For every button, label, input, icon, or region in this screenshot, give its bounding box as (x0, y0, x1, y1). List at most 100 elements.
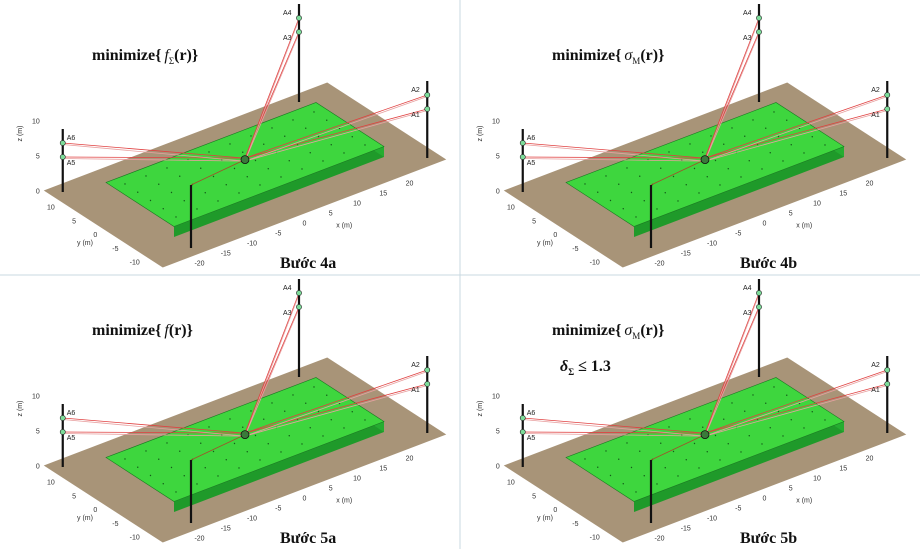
slab-dot (744, 136, 745, 137)
objective-part: (r)} (640, 322, 664, 339)
slab-dot (242, 152, 243, 153)
slab-dot (765, 128, 766, 129)
slab-dot (150, 200, 151, 201)
slab-dot (749, 435, 750, 436)
anchor-label: A3 (743, 310, 752, 317)
slab-dot (644, 200, 645, 201)
slab-dot (812, 136, 813, 137)
x-tick-label: -20 (194, 536, 204, 543)
objective-part: minimize{ (92, 47, 161, 64)
y-tick-label: 5 (532, 218, 536, 225)
z-tick-label: 0 (36, 464, 40, 471)
slab-dot (364, 144, 365, 145)
y-tick-label: 0 (93, 232, 97, 239)
slab-dot (234, 443, 235, 444)
x-tick-label: 20 (406, 181, 414, 188)
constraint: δΣ≤ 1.3 (560, 358, 611, 377)
slab-dot (631, 467, 632, 468)
x-tick-label: -5 (735, 506, 741, 513)
anchor-label: A3 (283, 310, 292, 317)
anchor-label: A2 (411, 362, 420, 369)
object (701, 156, 709, 164)
z-tick-label: 10 (32, 119, 40, 126)
slab-dot (255, 160, 256, 161)
slab-dot (702, 152, 703, 153)
y-tick-label: 5 (532, 493, 536, 500)
y-tick-label: 0 (553, 507, 557, 514)
y-tick-label: -10 (590, 535, 600, 542)
x-tick-label: 5 (329, 486, 333, 493)
z-tick-label: 0 (496, 189, 500, 196)
anchor-label: A6 (67, 135, 76, 142)
slab-dot (171, 467, 172, 468)
z-tick-label: 10 (492, 119, 500, 126)
slab-dot (698, 192, 699, 193)
x-tick-label: 5 (329, 211, 333, 218)
anchor (520, 429, 525, 434)
slab-dot (163, 208, 164, 209)
z-tick-label: 10 (32, 394, 40, 401)
slab-dot (137, 467, 138, 468)
anchor (756, 290, 761, 295)
x-tick-label: 0 (763, 221, 767, 228)
slab-dot (752, 119, 753, 120)
y-axis-label: y (m) (77, 515, 93, 522)
x-tick-label: 0 (303, 221, 307, 228)
slab-dot (280, 451, 281, 452)
z-tick-label: 0 (36, 189, 40, 196)
slab-dot (761, 443, 762, 444)
slab-dot (635, 216, 636, 217)
slab-dot (343, 152, 344, 153)
slab-dot (305, 128, 306, 129)
slab-dot (271, 402, 272, 403)
slab-dot (773, 386, 774, 387)
slab-dot (639, 176, 640, 177)
slab-dot (310, 152, 311, 153)
slab-dot (213, 176, 214, 177)
object (701, 431, 709, 439)
slab-dot (694, 443, 695, 444)
x-axis-label: x (m) (796, 222, 812, 229)
objective-part: (r)} (174, 47, 198, 64)
anchor-label: A6 (67, 410, 76, 417)
y-tick-label: 0 (553, 232, 557, 239)
slab-dot (175, 216, 176, 217)
slab-dot (623, 483, 624, 484)
y-tick-label: 10 (47, 205, 55, 212)
slab-dot (626, 442, 627, 443)
slab-dot (618, 459, 619, 460)
anchor (60, 140, 65, 145)
slab-dot (715, 435, 716, 436)
y-tick-label: -10 (590, 260, 600, 267)
slab-dot (694, 168, 695, 169)
x-tick-label: -10 (707, 516, 717, 523)
anchor-label: A6 (527, 135, 536, 142)
slab-dot (364, 419, 365, 420)
slab-dot (740, 176, 741, 177)
slab-dot (740, 451, 741, 452)
anchor (296, 290, 301, 295)
slab-dot (263, 144, 264, 145)
x-tick-label: -20 (194, 261, 204, 268)
step-label: Bước 4b (740, 255, 797, 272)
x-tick-label: -5 (735, 231, 741, 238)
slab-dot (665, 192, 666, 193)
slab-dot (205, 192, 206, 193)
slab-dot (284, 411, 285, 412)
x-axis-label: x (m) (336, 222, 352, 229)
step-label: Bước 5b (740, 530, 797, 547)
slab-dot (268, 443, 269, 444)
anchor-label: A2 (411, 87, 420, 94)
y-tick-label: -5 (112, 521, 118, 528)
x-tick-label: 5 (789, 211, 793, 218)
z-tick-label: 0 (496, 464, 500, 471)
z-tick-label: 5 (36, 154, 40, 161)
x-tick-label: 15 (839, 191, 847, 198)
slab-dot (719, 459, 720, 460)
anchor-label: A2 (871, 87, 880, 94)
objective-part: minimize{ (92, 322, 161, 339)
slab-dot (770, 427, 771, 428)
slab-dot (268, 168, 269, 169)
slab-dot (179, 176, 180, 177)
slab-dot (656, 483, 657, 484)
